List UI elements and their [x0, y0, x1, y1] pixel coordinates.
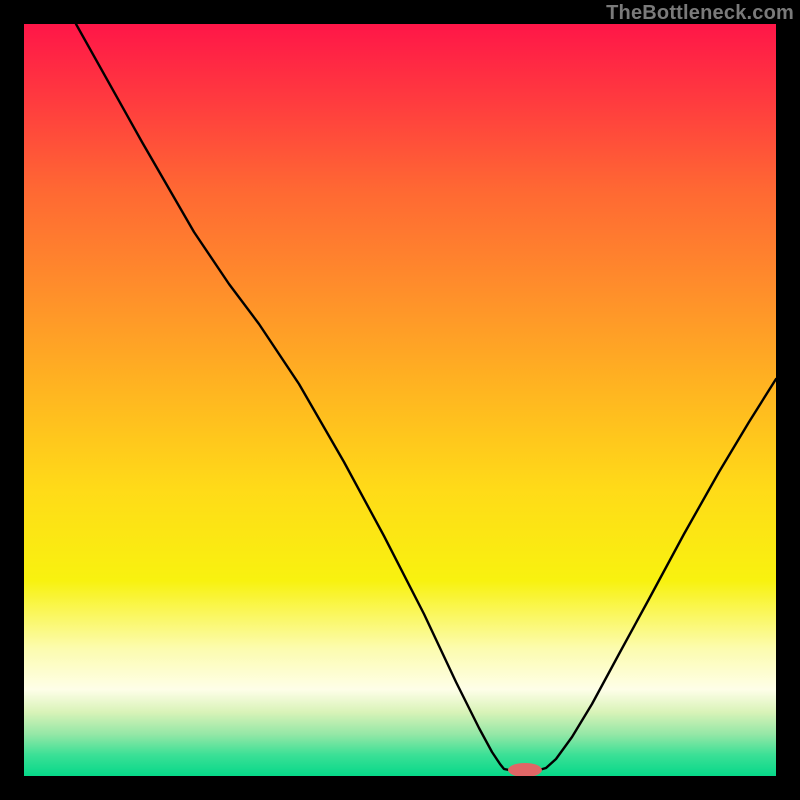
chart-frame: TheBottleneck.com [0, 0, 800, 800]
watermark-text: TheBottleneck.com [606, 2, 794, 25]
bottleneck-curve [24, 24, 776, 776]
plot-area [24, 24, 776, 776]
optimum-marker [508, 763, 542, 776]
